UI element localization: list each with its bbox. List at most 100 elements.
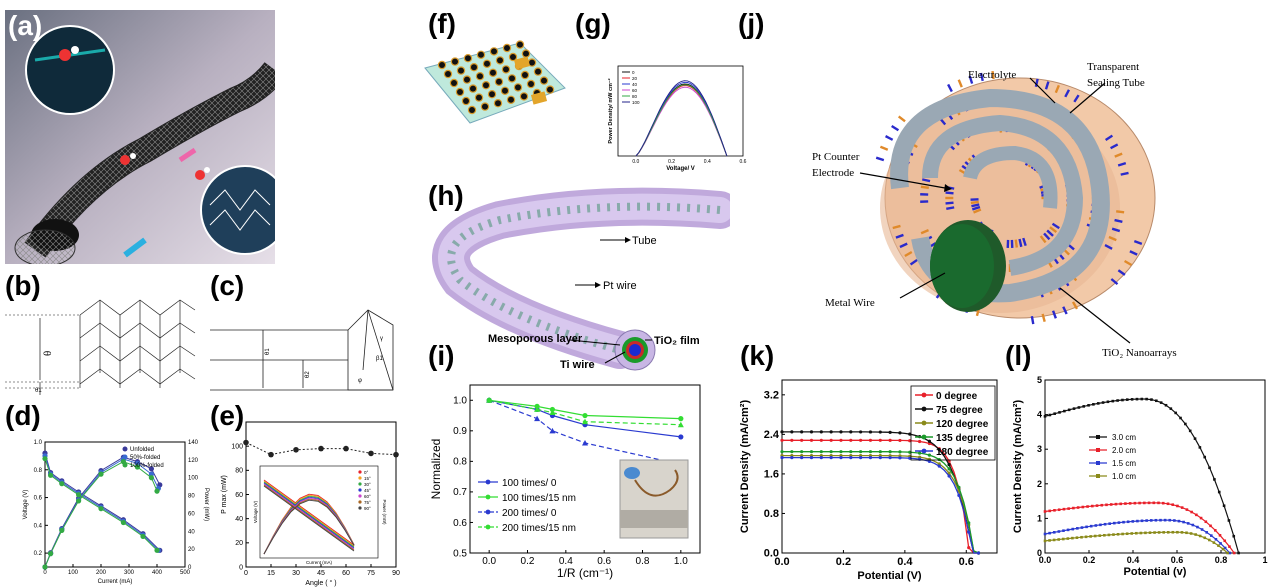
cell-dot-core — [535, 68, 541, 75]
data-point — [1053, 412, 1056, 415]
nanorod — [1123, 259, 1133, 267]
data-point — [1228, 551, 1232, 555]
data-point — [819, 450, 823, 454]
data-point — [1208, 466, 1211, 470]
nanorod — [1014, 239, 1018, 248]
x-tick-label: 0.0 — [632, 159, 639, 165]
data-point — [1221, 547, 1225, 551]
panel-label-h: (h) — [428, 180, 464, 211]
data-point — [1100, 503, 1104, 507]
data-point — [582, 418, 588, 425]
data-point — [42, 564, 48, 570]
panel-k: 0.0 0.2 0.4 0.6 0.0 0.8 1.6 2.4 3.2 Potential (V)… — [730, 340, 1005, 587]
legend-marker — [485, 479, 491, 485]
y-axis-label: Power Density/ mW cm⁻² — [607, 78, 614, 143]
data-point — [1212, 541, 1216, 544]
nanorod — [968, 75, 974, 84]
nanorod — [1051, 222, 1060, 230]
data-point — [1177, 519, 1181, 523]
y-tick-label: 4 — [1037, 410, 1042, 420]
data-point — [59, 527, 65, 533]
data-point — [790, 450, 794, 454]
nanorod — [947, 83, 953, 93]
data-point — [839, 430, 843, 434]
legend-label: 20 — [632, 76, 638, 81]
data-point — [1057, 530, 1061, 533]
inset-legend-label: 75° — [364, 500, 371, 505]
data-point — [1195, 513, 1198, 517]
data-point — [1223, 546, 1227, 550]
data-point — [1189, 532, 1193, 535]
data-point — [1154, 518, 1158, 522]
legend-marker — [1096, 448, 1100, 452]
inset-legend-marker — [358, 482, 362, 486]
data-point — [967, 530, 971, 534]
x-tick-label: 300 — [124, 570, 135, 576]
data-point — [534, 406, 541, 412]
data-point — [1135, 397, 1139, 401]
data-point — [1111, 399, 1115, 403]
data-point — [1119, 502, 1122, 506]
data-point — [677, 421, 684, 428]
pmax-point — [343, 445, 349, 452]
nanorod — [1117, 161, 1127, 167]
inset-iv-4 — [263, 483, 355, 550]
chart-k: 0.0 0.2 0.4 0.6 0.0 0.8 1.6 2.4 3.2 Potential (V)… — [739, 379, 998, 582]
data-point — [1116, 399, 1119, 402]
x-tick-label: 0.2 — [1083, 555, 1096, 565]
c-gamma-label: γ — [380, 336, 383, 342]
data-point — [1135, 531, 1138, 535]
panel-label-g: (g) — [575, 8, 611, 39]
nanorod — [1071, 301, 1079, 310]
nanorod — [1044, 81, 1050, 90]
data-point — [1057, 538, 1060, 541]
j-electrolyte-label: Electrolyte — [968, 69, 1016, 81]
data-point — [1136, 519, 1139, 523]
panel-e: 0 15 30 45 60 75 90 0 20 40 60 80 100 Angle ( ° ) P ma… — [208, 402, 413, 587]
inset-legend-marker — [358, 476, 362, 480]
y-tick-label: 0.7 — [453, 487, 467, 498]
y-tick-label: 2.4 — [764, 429, 780, 441]
cell-dot-core — [509, 75, 515, 82]
data-point — [849, 456, 853, 460]
j-metal-label: Metal Wire — [825, 297, 875, 309]
data-point — [957, 493, 961, 497]
cell-dot-core — [515, 84, 521, 91]
jv-curve-0 — [1044, 398, 1240, 554]
legend-label: 100 times/15 nm — [502, 493, 576, 504]
data-point — [967, 546, 971, 550]
data-point — [1147, 501, 1151, 505]
panel-label-j: (j) — [738, 8, 765, 39]
data-point — [1180, 506, 1184, 509]
data-point — [849, 430, 853, 434]
nanorod — [1046, 229, 1054, 237]
data-point — [1217, 490, 1221, 494]
x-tick-label: 100 — [68, 570, 79, 576]
cell-dot-core — [510, 54, 516, 60]
data-point — [1125, 532, 1129, 536]
x-tick-label: 0.2 — [836, 556, 851, 568]
data-point — [1094, 524, 1098, 527]
data-point — [48, 551, 54, 557]
data-point — [76, 498, 82, 504]
nanorod — [1114, 152, 1123, 158]
data-point — [1185, 531, 1188, 535]
nanorod — [1120, 171, 1129, 176]
data-point — [1063, 409, 1066, 413]
data-point — [1210, 534, 1213, 537]
data-point — [1222, 504, 1226, 508]
data-point — [1133, 501, 1137, 505]
cell-dot-core — [457, 89, 463, 95]
data-point — [1186, 522, 1190, 525]
y-tick-label: 20 — [235, 540, 243, 547]
data-point — [1157, 501, 1160, 505]
cell-dot-core — [495, 100, 501, 107]
inset-legend-label: 30° — [364, 482, 371, 487]
x-tick-label: 400 — [152, 570, 163, 576]
data-point — [1131, 520, 1135, 523]
legend-marker — [485, 524, 491, 530]
inset-legend-label: 0° — [364, 470, 369, 475]
legend-label: 80 — [632, 94, 638, 99]
nanorod — [1129, 250, 1138, 256]
nanorod — [1111, 227, 1121, 233]
